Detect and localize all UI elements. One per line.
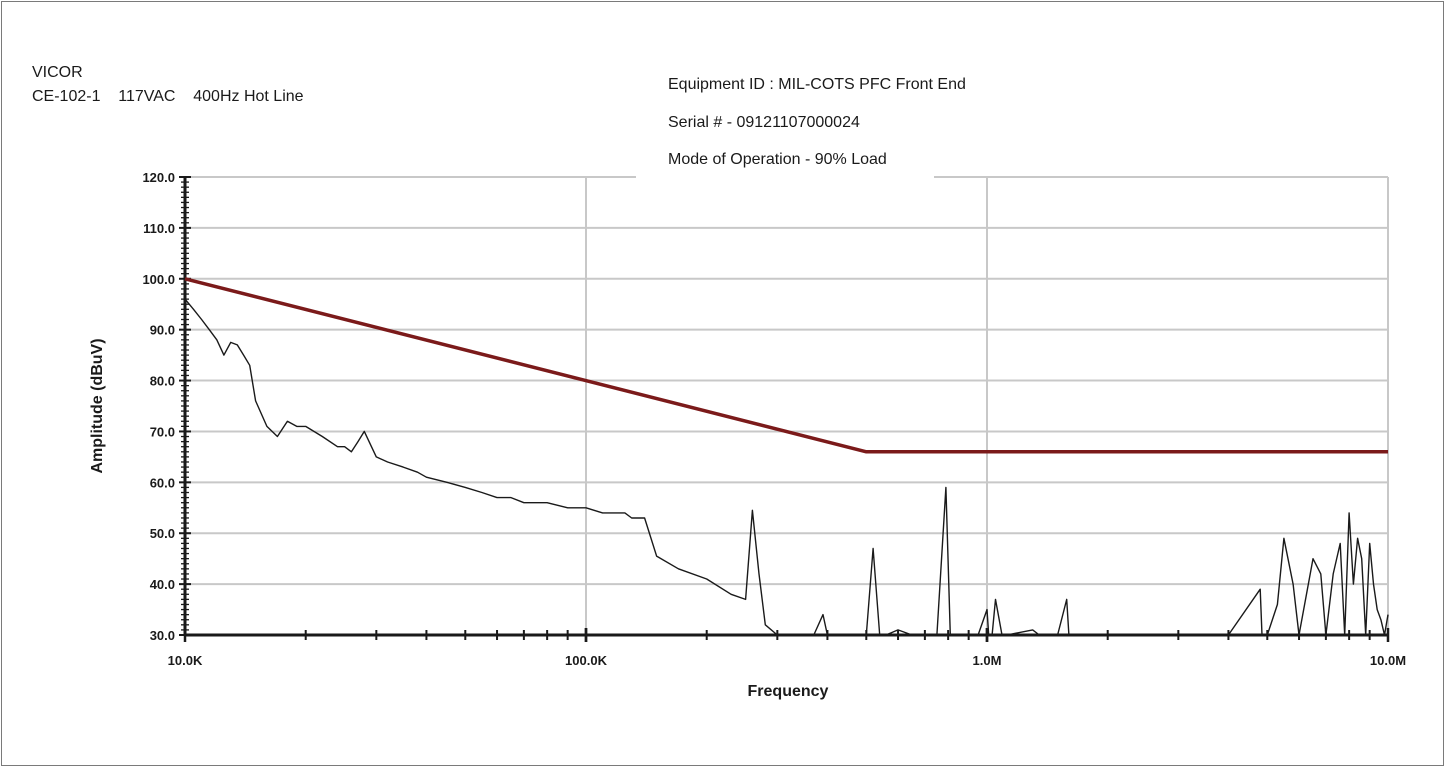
axes <box>179 176 1390 642</box>
y-tick-label: 120.0 <box>142 170 175 185</box>
y-tick-label: 100.0 <box>142 272 175 287</box>
x-tick-label: 100.0K <box>565 653 608 668</box>
header-mask <box>636 168 934 182</box>
y-axis-title: Amplitude (dBuV) <box>89 338 106 473</box>
serial-number: Serial # - 09121107000024 <box>668 114 860 131</box>
y-tick-label: 80.0 <box>150 374 175 389</box>
x-tick-label: 10.0M <box>1370 653 1406 668</box>
test-line: CE-102-1 117VAC 400Hz Hot Line <box>32 88 304 105</box>
y-tick-label: 60.0 <box>150 475 175 490</box>
mode-of-operation: Mode of Operation - 90% Load <box>668 151 887 168</box>
tick-labels: 30.0 40.0 50.0 60.0 70.0 80.0 90.0 100.0 110.0 12… <box>142 170 1406 668</box>
series-layer <box>184 277 1389 636</box>
measurement-line <box>184 298 1389 636</box>
equipment-id: Equipment ID : MIL-COTS PFC Front End <box>668 76 966 93</box>
grid <box>185 176 1389 635</box>
limit-line <box>184 277 1388 454</box>
y-tick-label: 40.0 <box>150 577 175 592</box>
x-tick-label: 1.0M <box>973 653 1002 668</box>
company-name: VICOR <box>32 64 83 81</box>
y-tick-label: 70.0 <box>150 424 175 439</box>
x-axis-title: Frequency <box>748 683 829 700</box>
y-tick-label: 50.0 <box>150 526 175 541</box>
y-tick-label: 110.0 <box>143 221 175 236</box>
y-tick-label: 90.0 <box>150 323 175 338</box>
x-tick-label: 10.0K <box>168 653 203 668</box>
y-tick-label: 30.0 <box>150 628 175 643</box>
